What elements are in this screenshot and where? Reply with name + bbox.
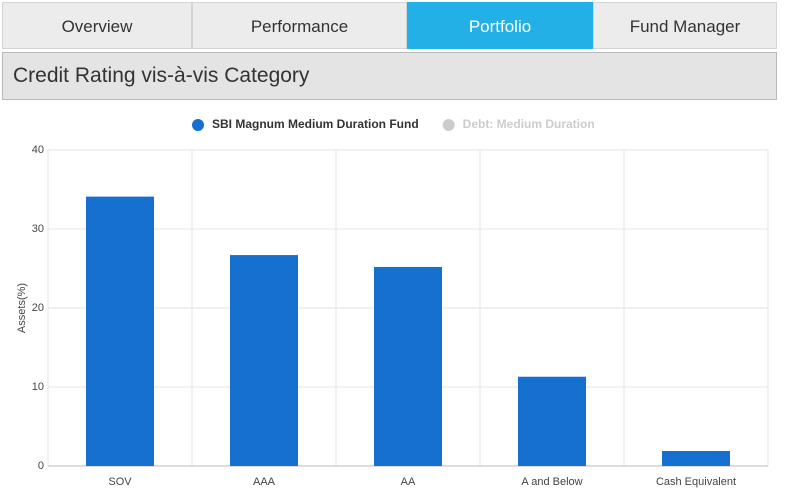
bar	[374, 266, 442, 466]
legend-label: SBI Magnum Medium Duration Fund	[212, 117, 419, 131]
tab[interactable]: Fund Manager	[593, 2, 777, 49]
y-axis-label: Assets(%)	[16, 283, 28, 333]
x-tick-label: SOV	[108, 476, 132, 488]
y-tick-label: 20	[32, 302, 44, 314]
section-title: Credit Rating vis-à-vis Category	[2, 52, 777, 100]
bar	[518, 376, 586, 466]
x-tick-label: AAA	[253, 476, 276, 488]
x-tick-label: Cash Equivalent	[656, 476, 736, 488]
y-tick-label: 10	[32, 381, 44, 393]
tab[interactable]: Overview	[2, 2, 192, 49]
tab-bar: Overview Performance Portfolio Fund Manager	[2, 2, 777, 49]
x-tick-label: AA	[401, 476, 416, 488]
legend-marker	[192, 119, 204, 131]
y-tick-label: 30	[32, 223, 44, 235]
bar	[230, 255, 298, 466]
chart: 0 10 20 30 40 Assets(%) SBI Magnum Medium Dura…	[16, 117, 769, 488]
tab[interactable]: Portfolio	[407, 2, 593, 49]
y-tick-label: 0	[38, 460, 44, 472]
legend-label: Debt: Medium Duration	[463, 117, 595, 131]
x-tick-label: A and Below	[521, 476, 582, 488]
legend-marker	[442, 119, 455, 131]
bar	[86, 196, 154, 467]
bar	[662, 450, 730, 466]
tab[interactable]: Performance	[192, 2, 407, 49]
y-tick-label: 40	[32, 144, 44, 156]
